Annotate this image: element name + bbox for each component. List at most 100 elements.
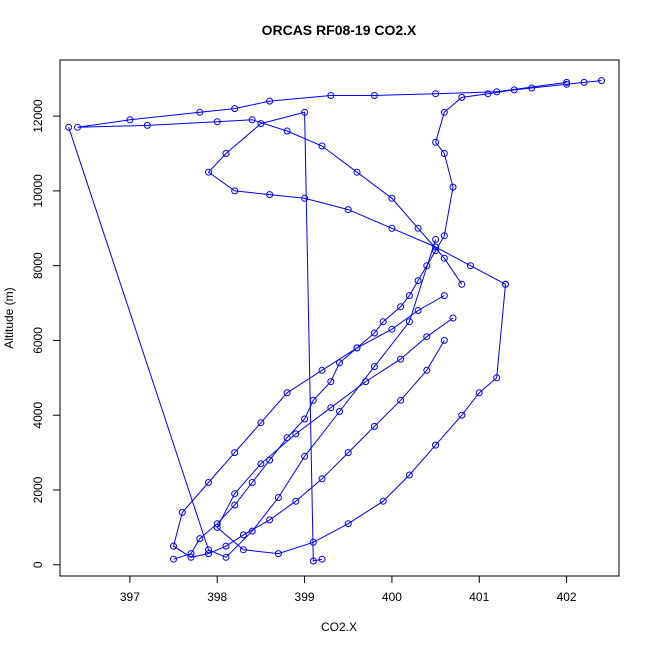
- data-point: [231, 105, 239, 113]
- data-point: [143, 121, 151, 129]
- data-point: [327, 92, 335, 99]
- data-point: [205, 168, 212, 176]
- y-axis-label: Altitude (m): [2, 287, 16, 348]
- data-point: [432, 90, 440, 98]
- data-point: [353, 344, 361, 352]
- data-point: [257, 460, 265, 468]
- data-point: [397, 355, 405, 363]
- data-point: [397, 303, 405, 311]
- data-point: [493, 374, 501, 382]
- x-tick-label: 398: [207, 590, 227, 604]
- data-point: [598, 77, 605, 85]
- data-point: [563, 80, 571, 88]
- data-point: [423, 366, 431, 374]
- data-point: [344, 449, 352, 457]
- data-point: [274, 550, 282, 558]
- data-point: [484, 90, 492, 98]
- data-point: [327, 404, 335, 412]
- data-point: [440, 336, 448, 344]
- data-point: [440, 292, 448, 300]
- data-point: [301, 452, 309, 460]
- data-point: [423, 333, 431, 341]
- y-tick-label: 12000: [31, 99, 45, 133]
- data-point: [458, 280, 466, 288]
- data-point: [231, 501, 239, 509]
- data-point: [493, 88, 501, 96]
- x-tick-label: 399: [295, 590, 315, 604]
- series-line: [68, 127, 437, 558]
- data-point: [248, 479, 256, 486]
- data-point: [266, 191, 274, 199]
- data-point: [370, 92, 378, 99]
- data-point: [502, 280, 509, 288]
- data-point: [257, 120, 265, 128]
- data-point: [379, 318, 387, 326]
- y-tick-label: 8000: [31, 252, 45, 279]
- data-point: [292, 497, 300, 505]
- data-point: [187, 550, 195, 558]
- data-point: [126, 116, 134, 124]
- data-point: [205, 546, 212, 554]
- data-point: [432, 236, 440, 243]
- data-point: [432, 138, 440, 146]
- data-point: [239, 546, 247, 554]
- data-point: [432, 243, 440, 251]
- data-point: [353, 168, 361, 176]
- data-point: [170, 542, 177, 550]
- data-point: [370, 329, 378, 337]
- data-point: [231, 490, 239, 498]
- data-point: [475, 389, 483, 397]
- data-point: [248, 527, 256, 535]
- data-point: [178, 508, 186, 516]
- data-point: [170, 555, 177, 563]
- data-point: [213, 523, 221, 531]
- data-point: [414, 277, 422, 285]
- data-point: [580, 78, 588, 86]
- data-point: [440, 150, 448, 157]
- data-point: [405, 292, 413, 300]
- data-point: [405, 318, 413, 326]
- data-point: [318, 555, 326, 563]
- data-point: [440, 232, 448, 240]
- data-point: [222, 542, 230, 550]
- data-point: [336, 359, 343, 367]
- series-line: [216, 284, 506, 555]
- series-line: [77, 81, 567, 285]
- data-point: [344, 520, 352, 528]
- x-tick-label: 397: [120, 590, 140, 604]
- data-point: [248, 116, 256, 124]
- data-point: [231, 187, 239, 195]
- data-point: [388, 194, 396, 202]
- data-point: [327, 378, 335, 386]
- plot-frame: [59, 59, 620, 577]
- data-layer: [65, 77, 605, 565]
- data-point: [432, 441, 440, 449]
- data-point: [318, 142, 326, 150]
- data-point: [65, 123, 73, 131]
- data-point: [405, 471, 413, 479]
- data-point: [266, 456, 274, 464]
- y-tick-label: 4000: [31, 402, 45, 429]
- y-axis: 0 2000 4000 6000 8000 10000 12000: [31, 99, 61, 568]
- data-point: [266, 516, 274, 524]
- data-point: [397, 396, 405, 404]
- data-point: [440, 108, 448, 116]
- x-tick-label: 402: [557, 590, 577, 604]
- data-point: [370, 363, 378, 371]
- data-point: [344, 206, 352, 214]
- data-point: [196, 535, 204, 543]
- y-tick-label: 0: [31, 561, 45, 568]
- data-point: [187, 553, 195, 561]
- data-point: [205, 550, 212, 558]
- data-point: [301, 415, 309, 423]
- data-point: [440, 254, 448, 262]
- data-point: [309, 557, 317, 565]
- data-point: [318, 475, 326, 483]
- data-point: [222, 150, 230, 157]
- data-point: [318, 366, 326, 374]
- series-line: [173, 80, 602, 560]
- x-tick-label: 400: [382, 590, 402, 604]
- x-tick-label: 401: [469, 590, 489, 604]
- data-point: [449, 314, 457, 322]
- y-tick-label: 2000: [31, 476, 45, 503]
